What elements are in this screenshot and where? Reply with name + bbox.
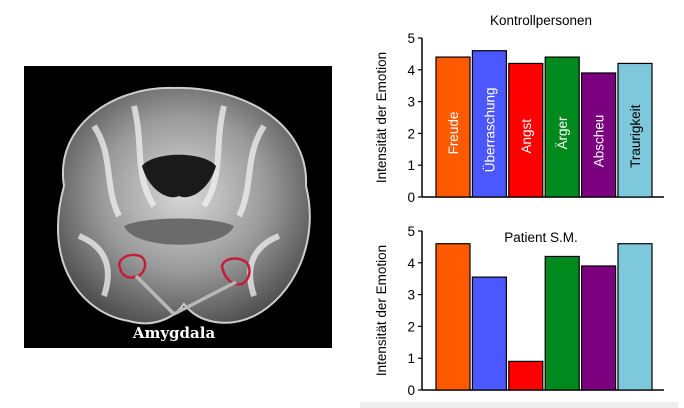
- brain-mri-image: Amygdala: [24, 66, 332, 348]
- bar-traurigkeit: [617, 62, 653, 198]
- y-tick-label: 1: [407, 158, 415, 173]
- bar-label: Abscheu: [592, 115, 607, 168]
- bar-freude: [435, 56, 471, 198]
- bar-angst: [508, 360, 544, 391]
- y-tick-label: 5: [407, 31, 415, 46]
- chart-2: Patient S.M. Intensität der Emotion 0 1 2 3 4 5: [374, 224, 664, 398]
- bar-abscheu: [581, 265, 617, 391]
- brain-silhouette: [57, 86, 311, 325]
- bar-label: Freude: [446, 112, 461, 155]
- bar-label: Angst: [519, 119, 534, 154]
- y-tick-label: 5: [407, 224, 415, 239]
- y-tick-label: 0: [407, 190, 415, 205]
- bar-label: Überraschung: [482, 87, 497, 172]
- y-tick-label: 2: [407, 319, 415, 334]
- y-tick-label: 4: [407, 256, 415, 271]
- amygdala-pointer-lines: [134, 274, 237, 316]
- bar-ärger: [544, 255, 580, 391]
- chart-canvas: Kontrollpersonen Intensität der Emotion 0 1…: [374, 13, 664, 398]
- brain-mri-illustration: Amygdala: [24, 66, 332, 348]
- y-tick-label: 3: [407, 288, 415, 303]
- bar-angst: [508, 62, 544, 198]
- bar-ärger: [544, 56, 580, 198]
- right-amygdala-outline: [220, 257, 251, 286]
- bar-überraschung: [471, 50, 508, 198]
- chart-title: Patient S.M.: [504, 230, 578, 245]
- chart-1: Kontrollpersonen Intensität der Emotion 0 1…: [374, 13, 664, 205]
- bottom-strip: [360, 402, 678, 408]
- chart-title: Kontrollpersonen: [490, 13, 592, 28]
- bar-abscheu: [581, 72, 617, 198]
- y-tick-label: 0: [407, 383, 415, 398]
- amygdala-caption: Amygdala: [132, 324, 216, 342]
- y-tick-label: 1: [407, 351, 415, 366]
- y-tick-label: 4: [407, 63, 415, 78]
- y-tick-label: 3: [407, 95, 415, 110]
- bar-label: Traurigkeit: [628, 104, 643, 168]
- emotion-intensity-charts: Kontrollpersonen Intensität der Emotion 0 1…: [352, 0, 684, 408]
- bar-label: Ärger: [555, 116, 570, 150]
- left-amygdala-outline: [117, 253, 147, 279]
- y-axis-label: Intensität der Emotion: [374, 245, 389, 376]
- y-axis-label: Intensität der Emotion: [374, 52, 389, 183]
- bar-freude: [435, 243, 471, 391]
- bar-überraschung: [471, 276, 508, 391]
- bar-traurigkeit: [617, 243, 653, 391]
- y-tick-label: 2: [407, 126, 415, 141]
